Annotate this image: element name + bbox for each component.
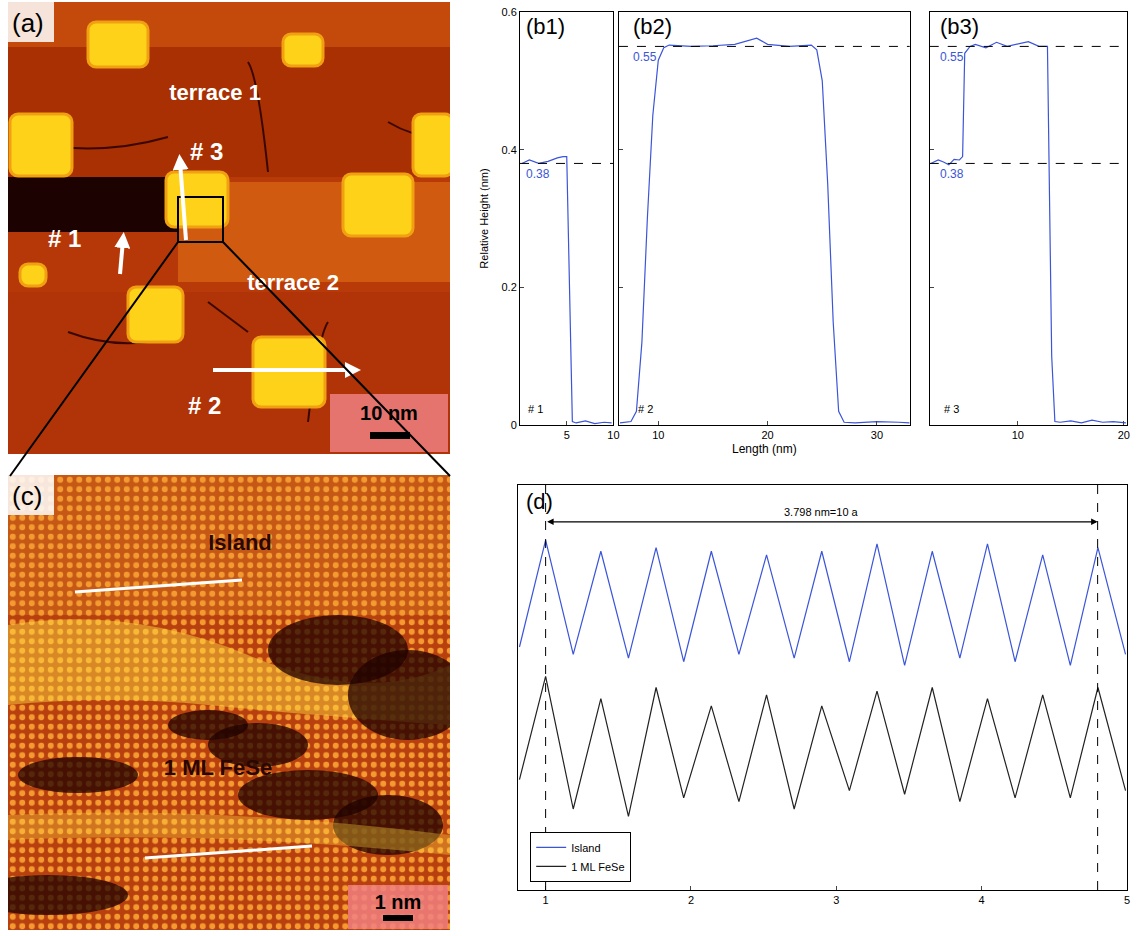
svg-text:terrace 1: terrace 1 [169,80,261,105]
svg-text:1 ML FeSe: 1 ML FeSe [164,755,272,780]
svg-text:# 3: # 3 [944,403,959,415]
svg-text:(c): (c) [12,481,42,511]
svg-text:Length (nm): Length (nm) [732,442,797,456]
svg-text:Island: Island [208,530,272,555]
svg-text:0.55: 0.55 [633,50,657,64]
svg-text:(b2): (b2) [633,14,672,39]
svg-text:Relative Height (nm): Relative Height (nm) [478,168,490,268]
svg-text:(b3): (b3) [940,14,979,39]
svg-text:0.55: 0.55 [940,50,964,64]
svg-text:# 3: # 3 [190,138,223,165]
svg-text:Island: Island [571,842,600,854]
svg-text:20: 20 [761,429,773,441]
svg-text:# 2: # 2 [188,392,221,419]
svg-text:10: 10 [1012,429,1024,441]
svg-text:# 1: # 1 [48,225,81,252]
svg-text:5: 5 [1124,894,1130,906]
svg-text:# 1: # 1 [528,403,543,415]
svg-text:10 nm: 10 nm [360,402,418,424]
svg-text:(b1): (b1) [526,14,565,39]
svg-text:0.4: 0.4 [502,144,517,156]
svg-text:10: 10 [652,429,664,441]
svg-text:5: 5 [564,429,570,441]
svg-text:3: 3 [833,894,839,906]
svg-text:0.38: 0.38 [940,167,964,181]
svg-text:3.798 nm=10 a: 3.798 nm=10 a [784,506,859,518]
svg-text:30: 30 [871,429,883,441]
svg-text:0: 0 [511,419,517,431]
svg-text:1 ML FeSe: 1 ML FeSe [571,861,624,873]
svg-text:1: 1 [543,894,549,906]
svg-text:20: 20 [1118,429,1130,441]
svg-text:2: 2 [688,894,694,906]
svg-text:1 nm: 1 nm [375,891,422,913]
svg-text:(d): (d) [526,489,553,514]
svg-text:4: 4 [979,894,985,906]
svg-text:0.2: 0.2 [502,281,517,293]
svg-text:0.38: 0.38 [526,167,550,181]
svg-text:# 2: # 2 [638,403,653,415]
svg-text:0.6: 0.6 [502,6,517,18]
svg-text:(a): (a) [12,8,44,38]
svg-text:terrace 2: terrace 2 [247,270,339,295]
svg-text:10: 10 [607,429,619,441]
